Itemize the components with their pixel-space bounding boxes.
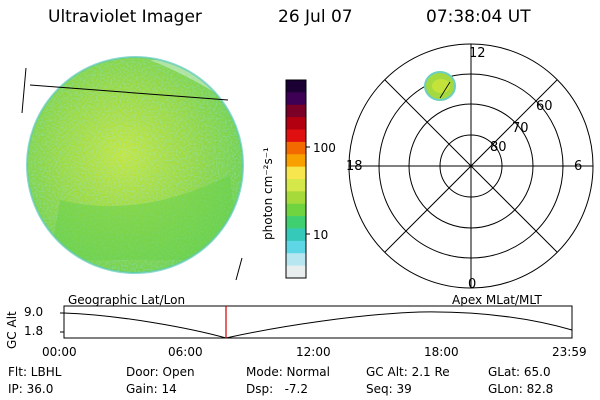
colorbar-cell <box>286 191 306 205</box>
colorbar-cell <box>286 203 306 217</box>
timeline-ytick-9: 9.0 <box>24 305 44 319</box>
timeline-xtick-0600: 06:00 <box>168 345 203 359</box>
title: Ultraviolet Imager <box>48 7 202 27</box>
edge-mark-right <box>235 257 243 281</box>
mlt-label-18: 18 <box>346 159 363 174</box>
colorbar-cell <box>286 253 306 267</box>
mlt-label-12: 12 <box>469 46 486 61</box>
info-dsp: Dsp: -7.2 <box>246 382 309 396</box>
colorbar-cell <box>286 92 306 106</box>
colorbar-cell <box>286 166 306 180</box>
timeline-ytick-1.8: 1.8 <box>24 324 44 338</box>
info-filter: Flt: LBHL <box>8 365 62 379</box>
mlt-label-0: 0 <box>468 277 476 292</box>
mlt-label-6: 6 <box>574 159 582 174</box>
polar-plot: 12 18 6 0 60 70 80 <box>346 43 594 292</box>
colorbar-tick-100: 100 <box>313 141 336 155</box>
info-gain: Gain: 14 <box>126 382 177 396</box>
info-glon: GLon: 82.8 <box>488 382 554 396</box>
timeline-xtick-0000: 00:00 <box>42 345 77 359</box>
edge-mark-left <box>21 67 27 114</box>
colorbar-cell <box>286 216 306 229</box>
info-glat: GLat: 65.0 <box>488 365 551 379</box>
colorbar-cell <box>286 240 306 254</box>
colorbar-cell <box>286 141 306 155</box>
timeline-plot <box>60 305 573 339</box>
info-seq: Seq: 39 <box>366 382 412 396</box>
timeline-ylabel: GC Alt <box>5 311 19 349</box>
altitude-curve <box>63 311 573 339</box>
auroral-patch <box>424 71 456 101</box>
info-door: Door: Open <box>126 365 195 379</box>
info-gc-alt: GC Alt: 2.1 Re <box>366 365 450 379</box>
timeline-xtick-2359: 23:59 <box>552 345 587 359</box>
colorbar-cells <box>286 80 306 279</box>
lat-label-70: 70 <box>512 121 529 136</box>
colorbar-unit-label: photon cm⁻²s⁻¹ <box>261 147 275 240</box>
timeline-xtick-1800: 18:00 <box>424 345 459 359</box>
colorbar-cell <box>286 129 306 143</box>
colorbar-cell <box>286 104 306 118</box>
colorbar-cell <box>286 265 306 279</box>
info-mode: Mode: Normal <box>246 365 330 379</box>
lat-label-60: 60 <box>536 99 553 114</box>
info-ip: IP: 36.0 <box>8 382 54 396</box>
colorbar-cell <box>286 179 306 192</box>
earth-disk <box>27 57 243 273</box>
colorbar-tick-10: 10 <box>313 228 329 242</box>
colorbar-cell <box>286 154 306 168</box>
uv-image <box>21 56 244 281</box>
terminator-line <box>29 84 229 101</box>
timeline-left-title: Geographic Lat/Lon <box>68 293 186 307</box>
lat-label-80: 80 <box>490 140 507 155</box>
colorbar-cell <box>286 80 306 93</box>
colorbar-cell <box>286 228 306 242</box>
date: 26 Jul 07 <box>278 7 353 27</box>
colorbar <box>285 79 310 279</box>
timeline-xtick-1200: 12:00 <box>296 345 331 359</box>
time: 07:38:04 UT <box>426 7 531 27</box>
colorbar-cell <box>286 117 306 130</box>
timeline-right-title: Apex MLat/MLT <box>452 293 542 307</box>
